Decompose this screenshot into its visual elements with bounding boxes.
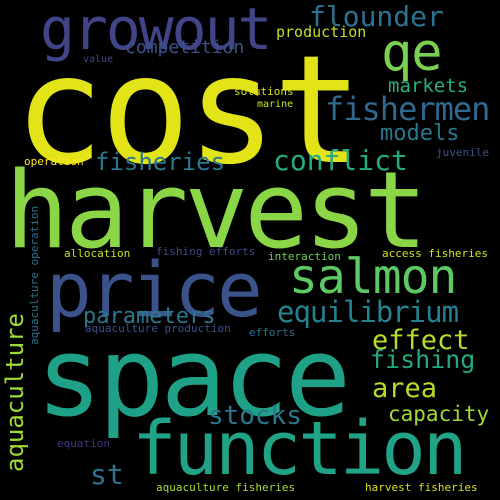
word-growout: growout	[40, 0, 272, 63]
word-equation: equation	[57, 437, 110, 450]
word-competition: competition	[125, 37, 245, 58]
word-conflict: conflict	[273, 144, 408, 177]
word-operation: operation	[24, 155, 84, 168]
word-access-fisheries: access fisheries	[382, 247, 488, 260]
word-effect: effect	[372, 325, 470, 356]
word-capacity: capacity	[388, 402, 490, 426]
word-harvest: harvest	[5, 149, 428, 272]
word-markets: markets	[388, 75, 469, 97]
word-salmon: salmon	[289, 249, 457, 305]
word-st: st	[90, 458, 124, 491]
word-cost: cost	[14, 24, 363, 198]
word-models: models	[380, 121, 460, 146]
word-production: production	[276, 23, 367, 41]
word-allocation: allocation	[64, 247, 131, 260]
word-parameters: parameters	[83, 304, 216, 329]
word-juvenile: juvenile	[436, 146, 489, 159]
word-qe: qe	[381, 23, 443, 83]
word-marine: marine	[257, 99, 294, 110]
word-fisheries: fisheries	[95, 148, 226, 176]
word-equilibrium: equilibrium	[277, 295, 459, 329]
word-flounder: flounder	[309, 0, 444, 33]
word-aquaculture-fisheries: aquaculture fisheries	[156, 481, 296, 494]
word-function: function	[132, 406, 467, 492]
word-stocks: stocks	[208, 401, 302, 431]
word-aquaculture-operation: aquaculture operation	[28, 205, 41, 345]
word-interaction: interaction	[268, 250, 341, 263]
word-fishermen: fishermen	[325, 90, 490, 128]
word-area: area	[372, 373, 438, 404]
word-solutions: solutions	[234, 85, 294, 98]
word-fishing-efforts: fishing efforts	[156, 245, 256, 258]
word-space: space	[36, 313, 351, 441]
word-aquaculture: aquaculture	[1, 313, 29, 472]
word-value: value	[83, 54, 114, 65]
word-harvest-fisheries: harvest fisheries	[365, 481, 478, 494]
word-efforts: efforts	[249, 326, 296, 339]
word-aquaculture-production: aquaculture production	[85, 322, 231, 335]
word-price: price	[46, 245, 263, 334]
word-fishing: fishing	[370, 345, 476, 374]
